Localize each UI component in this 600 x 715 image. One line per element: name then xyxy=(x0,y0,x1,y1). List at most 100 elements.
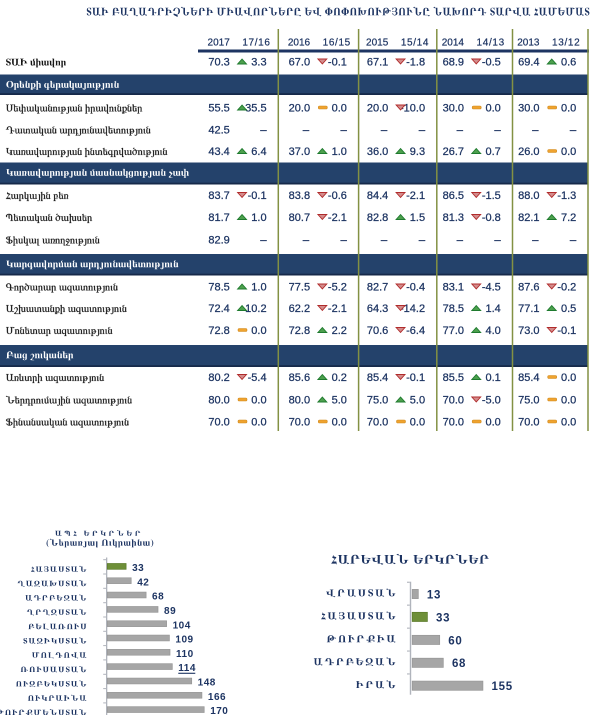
svg-text:0.5: 0.5 xyxy=(561,303,576,315)
svg-text:-1.5: -1.5 xyxy=(482,190,501,202)
svg-text:85.4: 85.4 xyxy=(518,372,539,384)
svg-text:67.1: 67.1 xyxy=(367,57,388,69)
svg-text:68: 68 xyxy=(452,658,466,670)
svg-text:–: – xyxy=(260,235,267,247)
svg-text:70.0: 70.0 xyxy=(443,395,464,407)
svg-text:0.0: 0.0 xyxy=(486,417,501,429)
svg-text:–: – xyxy=(340,235,347,247)
svg-text:–: – xyxy=(457,125,464,137)
svg-text:83.8: 83.8 xyxy=(289,190,310,202)
svg-text:10.2: 10.2 xyxy=(245,303,266,315)
svg-text:72.4: 72.4 xyxy=(208,303,229,315)
svg-text:81.7: 81.7 xyxy=(208,212,229,224)
svg-text:-4.5: -4.5 xyxy=(482,282,501,294)
svg-text:0.0: 0.0 xyxy=(561,146,576,158)
svg-text:0.0: 0.0 xyxy=(251,417,266,429)
svg-text:-2.1: -2.1 xyxy=(406,190,425,202)
svg-text:-1.8: -1.8 xyxy=(406,57,425,69)
svg-text:78.5: 78.5 xyxy=(443,303,464,315)
svg-text:82.9: 82.9 xyxy=(208,235,229,247)
svg-text:83.7: 83.7 xyxy=(208,190,229,202)
svg-text:–: – xyxy=(494,125,501,137)
svg-text:114: 114 xyxy=(178,663,196,674)
svg-text:77.1: 77.1 xyxy=(518,303,539,315)
svg-text:15/14: 15/14 xyxy=(401,38,429,49)
svg-text:72.8: 72.8 xyxy=(289,325,310,337)
svg-text:109: 109 xyxy=(175,635,193,646)
svg-text:70.3: 70.3 xyxy=(208,57,229,69)
svg-text:82.1: 82.1 xyxy=(518,212,539,224)
svg-text:5.0: 5.0 xyxy=(332,395,347,407)
svg-text:70.0: 70.0 xyxy=(289,417,310,429)
svg-text:-0.1: -0.1 xyxy=(406,372,425,384)
svg-text:2016: 2016 xyxy=(288,38,311,49)
svg-text:-0.5: -0.5 xyxy=(482,57,501,69)
svg-text:–: – xyxy=(570,235,577,247)
svg-text:–: – xyxy=(532,235,539,247)
svg-text:1.5: 1.5 xyxy=(410,212,425,224)
svg-text:30.0: 30.0 xyxy=(518,103,539,115)
svg-text:20.0: 20.0 xyxy=(367,103,388,115)
svg-text:-5.0: -5.0 xyxy=(482,395,501,407)
svg-text:0.0: 0.0 xyxy=(561,417,576,429)
svg-text:7.2: 7.2 xyxy=(561,212,576,224)
svg-text:0.6: 0.6 xyxy=(561,57,576,69)
svg-text:0.1: 0.1 xyxy=(486,372,501,384)
svg-text:67.0: 67.0 xyxy=(289,57,310,69)
svg-text:0.7: 0.7 xyxy=(486,146,501,158)
svg-text:110: 110 xyxy=(176,649,194,660)
svg-text:2013: 2013 xyxy=(517,38,540,49)
svg-text:85.4: 85.4 xyxy=(367,372,388,384)
svg-text:1.0: 1.0 xyxy=(251,212,266,224)
svg-text:64.3: 64.3 xyxy=(367,303,388,315)
svg-text:2.2: 2.2 xyxy=(332,325,347,337)
svg-text:-10.0: -10.0 xyxy=(400,103,425,115)
svg-text:0.0: 0.0 xyxy=(332,417,347,429)
svg-text:70.0: 70.0 xyxy=(443,417,464,429)
svg-text:-0.1: -0.1 xyxy=(557,325,576,337)
svg-text:33: 33 xyxy=(132,563,144,574)
svg-text:16/15: 16/15 xyxy=(323,38,351,49)
svg-text:36.0: 36.0 xyxy=(367,146,388,158)
svg-text:–: – xyxy=(303,235,310,247)
svg-text:-1.3: -1.3 xyxy=(557,190,576,202)
svg-text:–: – xyxy=(494,235,501,247)
svg-text:6.4: 6.4 xyxy=(251,146,266,158)
svg-text:14/13: 14/13 xyxy=(477,38,505,49)
svg-text:37.0: 37.0 xyxy=(289,146,310,158)
svg-text:0.0: 0.0 xyxy=(251,395,266,407)
svg-text:68.9: 68.9 xyxy=(443,57,464,69)
svg-text:0.0: 0.0 xyxy=(561,395,576,407)
svg-text:89: 89 xyxy=(164,606,176,617)
svg-text:13/12: 13/12 xyxy=(552,38,580,49)
svg-text:85.5: 85.5 xyxy=(443,372,464,384)
svg-text:–: – xyxy=(419,125,426,137)
svg-text:-5.4: -5.4 xyxy=(248,372,267,384)
svg-text:55.5: 55.5 xyxy=(208,103,229,115)
svg-text:0.0: 0.0 xyxy=(410,417,425,429)
svg-text:5.0: 5.0 xyxy=(410,395,425,407)
svg-text:75.0: 75.0 xyxy=(367,395,388,407)
svg-text:–: – xyxy=(303,125,310,137)
svg-text:80.0: 80.0 xyxy=(289,395,310,407)
svg-text:86.5: 86.5 xyxy=(443,190,464,202)
svg-text:77.0: 77.0 xyxy=(443,325,464,337)
svg-text:1.0: 1.0 xyxy=(332,146,347,158)
svg-text:-6.4: -6.4 xyxy=(406,325,425,337)
svg-text:17/16: 17/16 xyxy=(242,38,270,49)
svg-text:75.0: 75.0 xyxy=(518,395,539,407)
svg-text:42: 42 xyxy=(137,577,149,588)
svg-text:2017: 2017 xyxy=(208,38,231,49)
svg-text:43.4: 43.4 xyxy=(208,146,229,158)
svg-text:70.6: 70.6 xyxy=(367,325,388,337)
svg-text:-14.2: -14.2 xyxy=(400,303,425,315)
svg-text:–: – xyxy=(570,125,577,137)
svg-text:70.0: 70.0 xyxy=(367,417,388,429)
svg-text:-0.6: -0.6 xyxy=(328,190,347,202)
svg-text:62.2: 62.2 xyxy=(289,303,310,315)
svg-text:35.5: 35.5 xyxy=(245,103,266,115)
svg-text:84.4: 84.4 xyxy=(367,190,388,202)
svg-text:–: – xyxy=(381,125,388,137)
svg-text:3.3: 3.3 xyxy=(251,57,266,69)
svg-text:–: – xyxy=(457,235,464,247)
